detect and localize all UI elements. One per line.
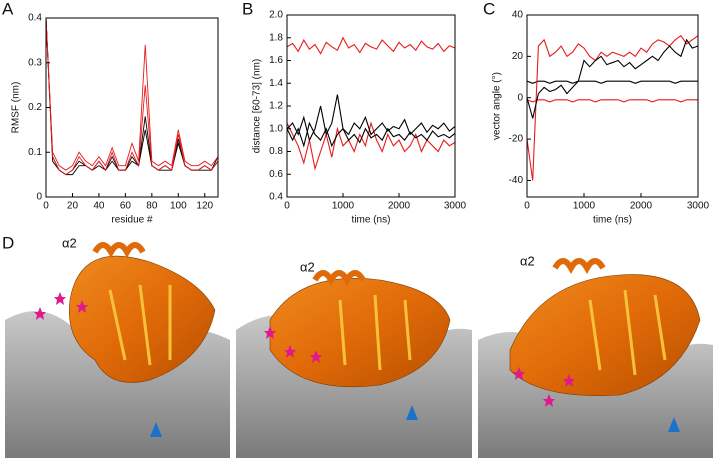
- x-axis-label: residue #: [111, 215, 153, 226]
- beta-strands: [108, 284, 172, 366]
- x-tick-label: 2000: [388, 201, 411, 212]
- x-tick-label: 3000: [687, 201, 710, 212]
- triangle-marker: [150, 422, 162, 437]
- y-axis-label: RMSF (nm): [11, 82, 22, 134]
- star: [543, 394, 555, 407]
- y-tick-label: 0: [36, 192, 42, 203]
- helix: [92, 242, 146, 259]
- plot-frame: [286, 14, 456, 198]
- star: [54, 292, 66, 305]
- x-tick-label: 0: [284, 201, 290, 212]
- series-line: [45, 17, 219, 176]
- x-tick-label: 100: [170, 201, 187, 212]
- helix-label: α2: [62, 235, 77, 250]
- star: [563, 374, 575, 387]
- panel-label: A: [2, 0, 14, 18]
- helix: [552, 258, 606, 275]
- series-line: [526, 38, 699, 119]
- series-line: [526, 34, 699, 181]
- x-tick-label: 1000: [573, 201, 596, 212]
- x-tick-label: 1000: [332, 201, 355, 212]
- x-tick-label: 40: [93, 201, 105, 212]
- x-tick-label: 0: [43, 201, 49, 212]
- y-tick-label: 0.6: [269, 169, 283, 180]
- star: [34, 307, 46, 320]
- y-tick-label: 0.8: [269, 146, 283, 157]
- y-tick-label: -20: [509, 134, 524, 145]
- y-tick-label: 0.4: [269, 192, 283, 203]
- x-axis-label: time (ns): [593, 215, 632, 226]
- series-line: [45, 17, 219, 171]
- y-tick-label: 0: [517, 92, 523, 103]
- y-tick-label: 2.0: [269, 10, 283, 21]
- plot-frame: [526, 14, 699, 198]
- series-line: [526, 99, 698, 103]
- beta-strands: [588, 289, 667, 376]
- y-tick-label: 1.2: [269, 101, 283, 112]
- triangle-marker: [406, 405, 418, 420]
- y-tick-label: -40: [509, 175, 524, 186]
- x-tick-label: 60: [120, 201, 132, 212]
- y-tick-label: 0.1: [28, 147, 42, 158]
- y-tick-label: 1.8: [269, 32, 283, 43]
- beta-strands: [338, 294, 412, 371]
- series-line: [286, 36, 456, 55]
- y-axis-label: vector angle (°): [492, 72, 503, 140]
- panel-label: C: [483, 0, 495, 18]
- x-tick-label: 20: [67, 201, 79, 212]
- y-tick-label: 1.0: [269, 123, 283, 134]
- y-tick-label: 0.2: [28, 102, 42, 113]
- star: [513, 367, 525, 380]
- x-tick-label: 120: [196, 201, 213, 212]
- protein-ribbon: [509, 274, 701, 396]
- panel-label: B: [242, 0, 253, 18]
- x-axis-label: time (ns): [352, 215, 391, 226]
- panel-label: D: [2, 233, 14, 252]
- helix-label: α2: [300, 259, 315, 274]
- x-tick-label: 3000: [444, 201, 467, 212]
- y-axis-label: distance [60-73] (nm): [252, 59, 263, 154]
- star: [310, 350, 322, 363]
- structure-images: α2 α2 α2: [5, 235, 713, 458]
- y-tick-label: 1.6: [269, 55, 283, 66]
- x-tick-label: 80: [146, 201, 158, 212]
- y-tick-label: 1.4: [269, 78, 283, 89]
- y-tick-label: 40: [512, 10, 524, 21]
- y-tick-label: 0.3: [28, 57, 42, 68]
- star: [284, 345, 296, 358]
- series-line: [526, 80, 698, 84]
- series-line: [286, 121, 456, 148]
- x-tick-label: 0: [524, 201, 530, 212]
- x-tick-label: 2000: [630, 201, 653, 212]
- star: [76, 300, 88, 313]
- series-line: [45, 17, 219, 176]
- y-tick-label: 0.4: [28, 13, 42, 24]
- helix-label: α2: [520, 253, 535, 268]
- series-line: [286, 94, 456, 142]
- y-tick-label: 20: [512, 51, 524, 62]
- triangle-marker: [668, 417, 680, 432]
- star: [264, 326, 276, 339]
- helix: [312, 270, 366, 287]
- series-line: [45, 17, 219, 176]
